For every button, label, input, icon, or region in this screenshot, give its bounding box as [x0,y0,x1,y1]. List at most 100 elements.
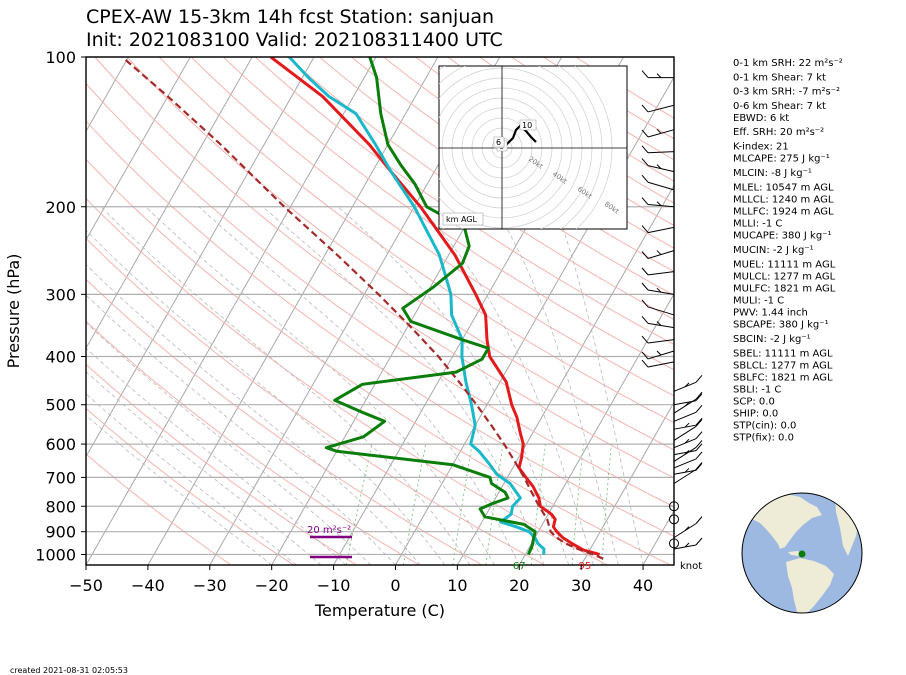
srh-label: 20 m²s⁻² [307,525,351,536]
wind-barb-staff [673,426,697,441]
dry-adiabat-line [126,57,674,451]
x-tick-label: −50 [69,576,103,595]
index-line: SBLI: -1 C [733,385,781,396]
isotherm-line [580,401,674,565]
profile-lines [121,57,604,560]
y-axis-label: Pressure (hPa) [4,254,23,369]
wind-barb-half-flag [684,526,690,531]
index-line: MULCL: 1277 m AGL [733,272,836,283]
isotherm-line [86,57,191,241]
mixing-ratio-line [571,444,585,565]
wind-barb-flag [641,70,649,78]
hodograph-inset: 20kt40kt60kt80kt03610 km AGL [438,65,628,230]
green-profile-line [324,57,537,556]
station-marker-dot [798,550,806,558]
isotherm-line [86,57,377,565]
moist-adiabat-line [86,294,396,565]
created-label: created 2021-08-31 02:05:53 [10,666,128,675]
wind-barb-half-flag [684,422,690,428]
wind-barb-flag [695,462,703,470]
x-tick-label: 40 [633,576,653,595]
dry-adiabat-line [86,237,545,565]
x-tick-label: 0 [390,576,400,595]
moist-adiabat-line [86,347,347,565]
title-line2: Init: 2021083100 Valid: 2021083114​00 UT… [86,29,503,51]
wind-barb-flag [641,104,649,113]
hodograph-height-label: 6 [496,138,501,147]
wind-barb-flag [695,431,703,439]
wind-barb-staff [647,181,675,191]
y-tick-label: 300 [45,285,76,304]
wind-barb-flag [641,316,649,324]
dry-adiabat-line [86,278,483,565]
index-line: MUEL: 11111 m AGL [733,260,836,271]
wind-barb-half-flag [684,382,690,388]
isotherm-line [147,57,439,565]
wind-barb-flag [641,197,649,205]
x-tick-label: 10 [447,576,467,595]
index-line: SBLCL: 1277 m AGL [733,361,833,372]
wind-barb-flag [695,405,703,413]
wind-barb-staff [673,411,697,422]
index-line: MLCAPE: 275 J kg⁻¹ [733,154,830,165]
wind-barb-half-flag [656,321,662,326]
wind-barb-staff [647,104,675,113]
wind-barb-half-flag [684,542,690,548]
wind-barb-half-flag [684,438,690,444]
wind-barb-flag [695,419,703,427]
mixing-ratio-line [485,444,504,565]
x-tick-label: −40 [131,576,165,595]
wind-barb-flag [695,391,703,400]
hodograph-height-label: 10 [522,121,532,130]
moist-adiabat-line [419,206,594,565]
index-line: MLCIN: -8 J kg⁻¹ [733,168,812,179]
wind-barb-staff [647,306,675,316]
wind-barb-half-flag [656,73,662,78]
moist-adiabat-line [494,206,619,565]
isotherm-line [86,57,315,458]
wind-barb-flag [641,145,649,154]
moist-adiabat-line [100,206,471,565]
wind-barb-half-flag [656,164,662,169]
wind-barb-flag [641,282,649,291]
moist-adiabat-line [145,206,495,565]
wind-barb-flag [695,451,703,460]
y-tick-label: 100 [45,48,76,67]
index-line: SBCIN: -2 J kg⁻¹ [733,334,811,345]
moist-adiabat-line [86,322,371,565]
wind-barb-flag [641,335,649,344]
dry-adiabat-line [86,453,232,565]
index-line: SBCAPE: 380 J kg⁻¹ [733,320,829,331]
axis-ticks: 67 95−50 −40 −30 −20 −10 0 10 20 30 40100200300400… [35,48,653,595]
wind-barb-half-flag [684,450,690,455]
dry-adiabat-line [318,57,674,296]
index-line: 0-1 km Shear: 7 kt [733,73,826,84]
moist-adiabat-line [86,393,297,565]
wind-barb-flag [641,251,649,259]
dry-adiabat-line [286,57,674,321]
index-line: 0-3 km SRH: -7 m²s⁻² [733,87,840,98]
dry-adiabat-line [254,57,674,346]
index-line: MULI: -1 C [733,296,784,307]
dry-adiabat-line [222,57,674,371]
wind-barb-staff [647,361,675,368]
index-line: Eff. SRH: 20 m²s⁻² [733,127,824,138]
temperature-line [269,57,600,556]
title-line1: CPEX-AW 15-3km 14h fcst Station: sanjuan [86,6,494,28]
index-line: 0-6 km Shear: 7 kt [733,101,826,112]
moist-adiabat-line [198,206,520,565]
surface-value-label: 95 [579,561,592,572]
index-line: MULFC: 1821 m AGL [733,284,836,295]
mixing-ratio-line [601,444,612,565]
plot-frame [85,56,675,566]
moist-adiabat-line [86,264,421,565]
wind-barb-flag [695,375,703,383]
wind-barb-flag [695,537,703,546]
y-tick-label: 900 [45,523,76,542]
index-line: 0-1 km SRH: 22 m²s⁻² [733,58,843,69]
moist-adiabat-line [86,414,272,565]
isotherm-line [86,57,253,350]
y-tick-label: 500 [45,396,76,415]
dry-adiabat-line [86,320,420,565]
y-tick-label: 700 [45,468,76,487]
